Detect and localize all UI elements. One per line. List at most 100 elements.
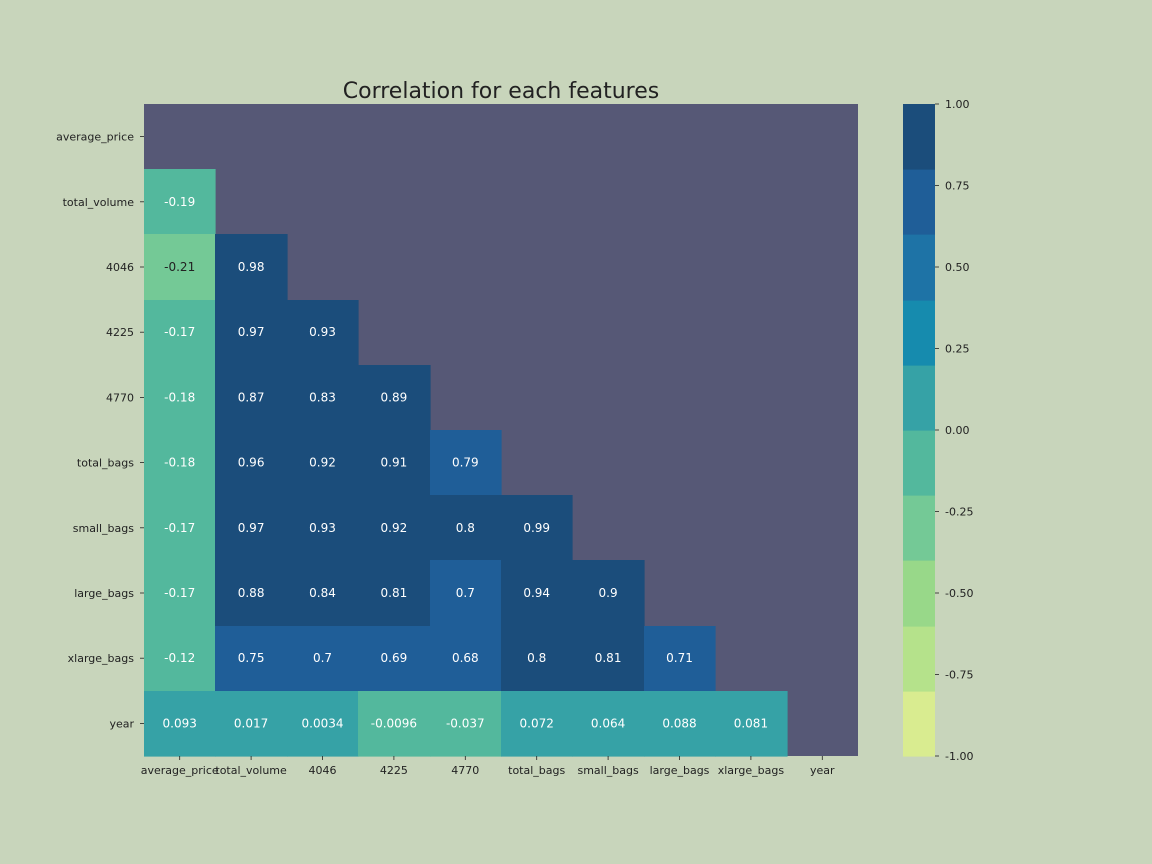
- x-tick-label: 4046: [309, 764, 337, 777]
- cell-value-label: 0.79: [452, 456, 479, 470]
- cell-value-label: 0.84: [309, 586, 336, 600]
- heatmap-cell: [358, 626, 431, 692]
- y-tick-label: 4225: [106, 326, 134, 339]
- cell-value-label: 0.081: [734, 716, 768, 730]
- cell-value-label: -0.037: [446, 716, 485, 730]
- colorbar-tick-label: -0.50: [945, 587, 973, 600]
- cell-value-label: 0.9: [599, 586, 618, 600]
- colorbar-segment: [903, 495, 935, 561]
- heatmap-cell-labels: -0.19 -0.21 0.98 -0.17 0.97 0.93 -0.18 0.87 0.83…: [163, 195, 769, 731]
- y-tick-label: total_volume: [63, 196, 135, 209]
- cell-value-label: 0.83: [309, 390, 336, 404]
- cell-value-label: 0.98: [238, 260, 265, 274]
- colorbar-segment: [903, 430, 935, 496]
- cell-value-label: 0.8: [456, 521, 475, 535]
- cell-value-label: 0.017: [234, 716, 268, 730]
- cell-value-label: 0.81: [381, 586, 408, 600]
- cell-value-label: 0.81: [595, 651, 622, 665]
- x-tick-label: small_bags: [577, 764, 639, 777]
- cell-value-label: 0.96: [238, 456, 265, 470]
- heatmap-cell: [144, 626, 216, 692]
- heatmap-cell: [358, 495, 431, 561]
- heatmap-cell: [358, 430, 431, 496]
- heatmap-cell: [358, 365, 431, 431]
- heatmap-cell: [215, 560, 288, 627]
- heatmap-cell: [287, 430, 359, 496]
- cell-value-label: 0.97: [238, 521, 265, 535]
- heatmap-cell: [430, 560, 502, 627]
- x-tick-label: 4225: [380, 764, 408, 777]
- cell-value-label: 0.93: [309, 325, 336, 339]
- heatmap-cell: [715, 691, 788, 757]
- x-tick-label: average_price: [141, 764, 219, 777]
- cell-value-label: 0.064: [591, 716, 625, 730]
- heatmap-cell: [501, 495, 573, 561]
- y-tick-label: xlarge_bags: [68, 652, 135, 665]
- cell-value-label: -0.0096: [371, 716, 417, 730]
- heatmap-cell: [287, 560, 359, 627]
- heatmap-cell: [287, 495, 359, 561]
- colorbar-tick-label: 0.50: [945, 261, 970, 274]
- x-tick-label: year: [810, 764, 835, 777]
- y-tick-label: 4046: [106, 261, 134, 274]
- heatmap-cell: [215, 691, 288, 757]
- x-tick-label: xlarge_bags: [718, 764, 785, 777]
- x-tick-label: total_bags: [508, 764, 565, 777]
- x-tick-label: large_bags: [650, 764, 710, 777]
- cell-value-label: 0.94: [523, 586, 550, 600]
- cell-value-label: 0.92: [309, 456, 336, 470]
- colorbar-tick-label: -0.25: [945, 506, 973, 519]
- cell-value-label: 0.93: [309, 521, 336, 535]
- cell-value-label: -0.17: [164, 521, 195, 535]
- cell-value-label: 0.91: [381, 456, 408, 470]
- cell-value-label: 0.88: [238, 586, 265, 600]
- cell-value-label: 0.75: [238, 651, 265, 665]
- y-axis-tick-labels: average_price total_volume 4046 4225 4770 tot…: [56, 131, 144, 730]
- colorbar-segment: [903, 300, 935, 366]
- colorbar-tick-label: 1.00: [945, 98, 970, 111]
- heatmap-cell: [144, 300, 216, 366]
- heatmap-cell: [144, 169, 216, 235]
- cell-value-label: 0.072: [520, 716, 554, 730]
- heatmap-cell: [501, 691, 573, 757]
- cell-value-label: 0.99: [523, 521, 550, 535]
- heatmap-cell: [644, 626, 716, 692]
- cell-value-label: 0.68: [452, 651, 479, 665]
- x-tick-label: total_volume: [215, 764, 287, 777]
- colorbar-tick-label: 0.75: [945, 180, 970, 193]
- cell-value-label: 0.97: [238, 325, 265, 339]
- colorbar-segment: [903, 691, 935, 757]
- cell-value-label: -0.21: [164, 260, 195, 274]
- cell-value-label: 0.71: [666, 651, 693, 665]
- heatmap-cell: [215, 430, 288, 496]
- heatmap-cell: [215, 365, 288, 431]
- cell-value-label: 0.7: [456, 586, 475, 600]
- cell-value-label: 0.088: [662, 716, 696, 730]
- colorbar-tick-label: -1.00: [945, 750, 973, 763]
- heatmap-cell: [144, 430, 216, 496]
- y-tick-label: year: [109, 717, 134, 730]
- y-tick-label: small_bags: [73, 522, 135, 535]
- y-tick-label: total_bags: [77, 457, 134, 470]
- cell-value-label: -0.18: [164, 456, 195, 470]
- heatmap-cell: [144, 365, 216, 431]
- heatmap-cell: [215, 626, 288, 692]
- heatmap-cell: [572, 626, 645, 692]
- heatmap-cell: [644, 691, 716, 757]
- cell-value-label: 0.87: [238, 390, 265, 404]
- cell-value-label: 0.093: [163, 716, 197, 730]
- heatmap-cell: [144, 495, 216, 561]
- colorbar-segment: [903, 234, 935, 301]
- colorbar-tick-label: -0.75: [945, 669, 973, 682]
- y-tick-label: average_price: [56, 131, 134, 144]
- heatmap-cell: [215, 234, 288, 301]
- chart-title: Correlation for each features: [343, 79, 660, 104]
- heatmap-cell: [287, 365, 359, 431]
- heatmap-cell: [572, 691, 645, 757]
- cell-value-label: 0.89: [381, 390, 408, 404]
- cell-value-label: 0.92: [381, 521, 408, 535]
- colorbar-segment: [903, 104, 935, 170]
- heatmap-cell: [430, 691, 502, 757]
- heatmap-cell: [430, 495, 502, 561]
- heatmap-cell: [144, 234, 216, 301]
